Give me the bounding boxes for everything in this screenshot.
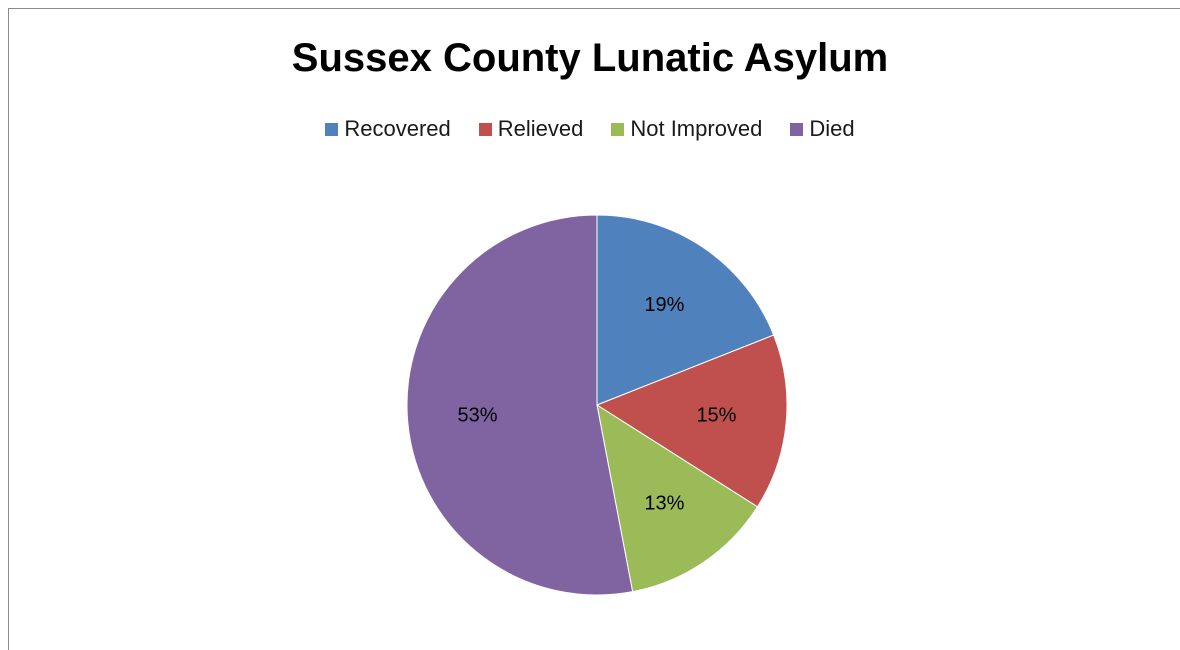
data-label-not-improved: 13% [644, 493, 684, 515]
legend-swatch-recovered [325, 122, 339, 136]
data-label-died: 53% [458, 405, 498, 427]
legend-label-recovered: Recovered [344, 116, 451, 141]
legend-label-relieved: Relieved [497, 116, 584, 141]
pie-slice-not-improved [596, 403, 759, 593]
data-label-relieved: 15% [696, 405, 736, 427]
pie-slice-relieved [595, 334, 788, 508]
legend-item-relieved: Relieved [478, 116, 584, 142]
pie-slice-recovered [596, 214, 775, 406]
legend-swatch-died [790, 122, 804, 136]
legend-item-recovered: Recovered [325, 116, 451, 142]
legend-label-not-improved: Not Improved [630, 116, 763, 141]
data-label-recovered: 19% [644, 294, 684, 316]
legend-item-died: Died [790, 116, 855, 142]
pie-slice-died [406, 214, 634, 596]
legend: Recovered Relieved Not Improved Died [0, 116, 1180, 142]
legend-label-died: Died [809, 116, 855, 141]
chart-title: Sussex County Lunatic Asylum [291, 36, 889, 80]
legend-swatch-not-improved [611, 122, 625, 136]
chart-frame [8, 8, 1180, 650]
legend-swatch-relieved [478, 122, 492, 136]
legend-item-not-improved: Not Improved [611, 116, 762, 142]
